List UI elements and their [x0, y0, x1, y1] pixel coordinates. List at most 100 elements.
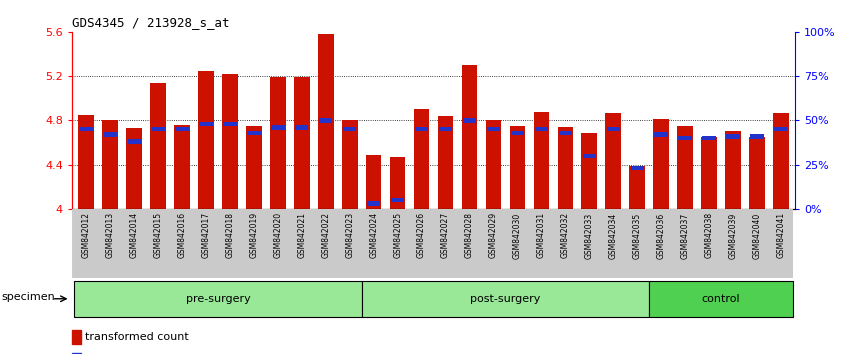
Text: GSM842022: GSM842022	[321, 212, 330, 258]
Bar	[318, 34, 333, 209]
Bar	[342, 120, 358, 209]
Bar	[128, 139, 140, 144]
Bar	[266, 209, 290, 278]
Text: post-surgery: post-surgery	[470, 294, 541, 304]
Text: GSM842023: GSM842023	[345, 212, 354, 258]
Bar	[773, 113, 788, 209]
Bar	[486, 120, 501, 209]
Bar	[583, 154, 596, 158]
Bar	[625, 209, 649, 278]
Bar	[577, 209, 602, 278]
Text: control: control	[701, 294, 740, 304]
Bar	[362, 281, 649, 316]
Bar	[697, 209, 721, 278]
Bar	[74, 281, 362, 316]
Bar	[223, 122, 237, 126]
Text: transformed count: transformed count	[85, 332, 189, 342]
Bar	[246, 126, 261, 209]
Bar	[391, 198, 404, 202]
Bar	[653, 119, 669, 209]
Bar	[511, 131, 524, 135]
Bar	[343, 127, 356, 131]
Bar	[79, 115, 94, 209]
Bar	[439, 127, 452, 131]
Bar	[103, 132, 117, 137]
Text: GSM842027: GSM842027	[441, 212, 450, 258]
Bar	[558, 127, 573, 209]
Bar	[750, 137, 765, 209]
Bar	[750, 134, 764, 138]
Bar	[727, 134, 739, 138]
Text: GSM842016: GSM842016	[178, 212, 187, 258]
Bar	[558, 131, 572, 135]
Text: GSM842012: GSM842012	[82, 212, 91, 258]
Text: GSM842025: GSM842025	[393, 212, 402, 258]
Bar	[295, 125, 309, 130]
Bar	[486, 127, 500, 131]
Text: GSM842028: GSM842028	[465, 212, 474, 258]
Bar	[80, 127, 93, 131]
Bar	[74, 209, 98, 278]
Text: GSM842040: GSM842040	[752, 212, 761, 258]
Bar	[270, 77, 286, 209]
Bar	[415, 127, 428, 131]
Bar	[290, 209, 314, 278]
Bar	[629, 166, 645, 209]
Bar	[725, 131, 741, 209]
Bar	[745, 209, 769, 278]
Bar	[534, 112, 549, 209]
Text: GSM842019: GSM842019	[250, 212, 258, 258]
Bar	[126, 128, 142, 209]
Bar	[462, 65, 477, 209]
Bar	[200, 122, 212, 126]
Text: GSM842041: GSM842041	[777, 212, 785, 258]
Bar	[505, 209, 530, 278]
Bar	[509, 126, 525, 209]
Text: GSM842032: GSM842032	[561, 212, 570, 258]
Bar	[437, 116, 453, 209]
Bar	[458, 209, 481, 278]
Bar	[630, 166, 644, 170]
Bar	[102, 120, 118, 209]
Text: GSM842030: GSM842030	[513, 212, 522, 258]
Text: GSM842031: GSM842031	[537, 212, 546, 258]
Bar	[218, 209, 242, 278]
Text: GSM842020: GSM842020	[273, 212, 283, 258]
Bar	[530, 209, 553, 278]
Text: GSM842015: GSM842015	[154, 212, 162, 258]
Bar	[72, 330, 81, 344]
Text: GSM842013: GSM842013	[106, 212, 115, 258]
Text: GSM842039: GSM842039	[728, 212, 738, 258]
Bar	[222, 74, 238, 209]
Text: GSM842033: GSM842033	[585, 212, 594, 258]
Bar	[294, 77, 310, 209]
Text: GSM842014: GSM842014	[129, 212, 139, 258]
Text: GSM842018: GSM842018	[226, 212, 234, 258]
Text: GSM842034: GSM842034	[609, 212, 618, 258]
Bar	[535, 127, 548, 131]
Bar	[409, 209, 433, 278]
Text: GSM842038: GSM842038	[705, 212, 713, 258]
Text: GSM842026: GSM842026	[417, 212, 426, 258]
Bar	[433, 209, 458, 278]
Bar	[463, 118, 476, 122]
Bar	[72, 353, 81, 354]
Bar	[174, 125, 190, 209]
Bar	[314, 209, 338, 278]
Bar	[151, 127, 165, 131]
Bar	[366, 155, 382, 209]
Bar	[367, 201, 381, 206]
Bar	[602, 209, 625, 278]
Bar	[170, 209, 194, 278]
Bar	[481, 209, 505, 278]
Bar	[701, 137, 717, 209]
Bar	[414, 109, 430, 209]
Bar	[607, 127, 620, 131]
Text: pre-surgery: pre-surgery	[185, 294, 250, 304]
Bar	[649, 209, 673, 278]
Bar	[175, 127, 189, 131]
Text: GSM842035: GSM842035	[633, 212, 641, 258]
Text: GSM842021: GSM842021	[297, 212, 306, 258]
Bar	[655, 132, 667, 137]
Text: GSM842036: GSM842036	[656, 212, 666, 258]
